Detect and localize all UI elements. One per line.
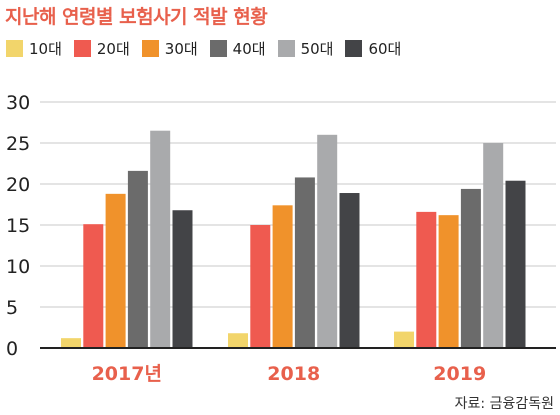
y-tick-label: 30 <box>6 92 30 114</box>
y-tick-label: 20 <box>6 174 30 196</box>
legend-swatch <box>141 40 159 57</box>
bar <box>172 210 193 348</box>
y-tick-label: 15 <box>6 215 30 237</box>
bar <box>394 331 414 348</box>
legend-swatch <box>277 40 295 57</box>
y-tick-label: 5 <box>6 297 18 319</box>
legend-label: 30대 <box>164 40 198 58</box>
bar <box>83 224 104 348</box>
x-category-label: 2017년 <box>92 363 162 385</box>
legend-item: 20대 <box>73 38 130 59</box>
bar <box>61 338 81 348</box>
legend-label: 20대 <box>96 40 130 58</box>
bar <box>228 333 248 348</box>
y-tick-label: 25 <box>6 133 30 155</box>
legend-label: 50대 <box>300 40 334 58</box>
bar <box>483 143 504 348</box>
legend-label: 40대 <box>232 40 266 58</box>
bar <box>460 188 481 348</box>
bar <box>294 177 315 348</box>
legend-item: 40대 <box>209 38 266 59</box>
legend-item: 50대 <box>277 38 334 59</box>
legend-swatch <box>209 40 227 57</box>
bar <box>250 225 271 348</box>
y-tick-label: 0 <box>6 338 18 360</box>
bar <box>339 193 360 348</box>
legend-item: 10대 <box>6 38 62 59</box>
legend-swatch <box>6 40 23 57</box>
bar <box>150 130 171 348</box>
bar <box>105 193 126 348</box>
chart-title: 지난해 연령별 보험사기 적발 현황 <box>5 6 268 28</box>
bar <box>272 205 293 348</box>
legend: 10대 20대 30대 40대 50대 60대 <box>6 38 413 59</box>
source-note: 자료: 금융감독원 <box>454 396 554 412</box>
legend-swatch <box>345 40 363 57</box>
x-category-label: 2019 <box>433 363 486 385</box>
bar <box>127 170 148 348</box>
bar <box>505 180 526 348</box>
y-tick-label: 10 <box>6 256 30 278</box>
bar <box>416 211 437 348</box>
bar <box>438 215 459 348</box>
legend-label: 60대 <box>368 40 402 58</box>
legend-label: 10대 <box>29 40 62 58</box>
legend-item: 60대 <box>345 38 401 59</box>
x-category-label: 2018 <box>267 363 320 385</box>
legend-swatch <box>73 40 91 57</box>
legend-item: 30대 <box>141 38 198 59</box>
bar <box>317 134 338 348</box>
